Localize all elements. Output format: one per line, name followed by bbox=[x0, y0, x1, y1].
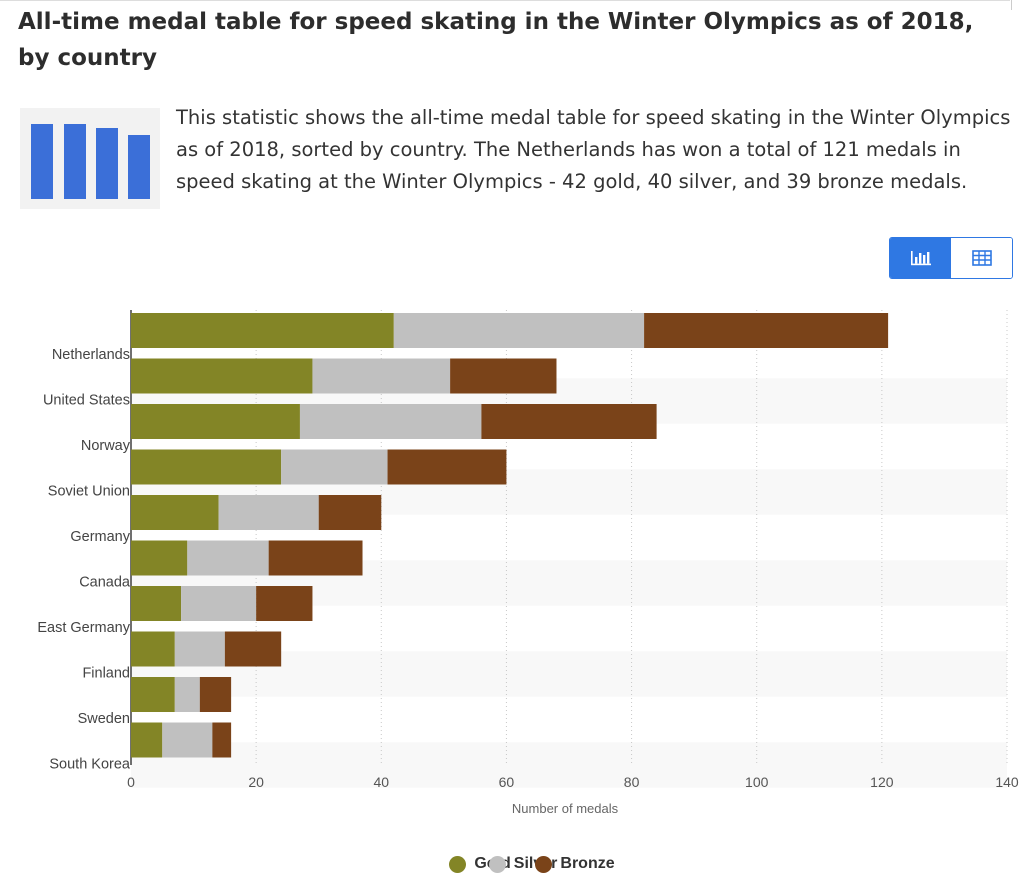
y-category-label: Sweden bbox=[78, 711, 130, 727]
y-category-label: East Germany bbox=[37, 620, 130, 636]
legend-label-bronze: Bronze bbox=[560, 855, 615, 872]
bar-bronze[interactable] bbox=[256, 586, 313, 621]
bar-bronze[interactable] bbox=[199, 677, 232, 712]
bar-gold[interactable] bbox=[131, 495, 219, 530]
bar-gold[interactable] bbox=[131, 677, 175, 712]
bar-silver[interactable] bbox=[162, 722, 213, 758]
bar-silver[interactable] bbox=[281, 449, 388, 485]
page-title: All-time medal table for speed skating i… bbox=[18, 9, 974, 71]
x-tick-label: 100 bbox=[745, 774, 769, 790]
table-view-button[interactable] bbox=[951, 238, 1012, 278]
bar-chart-icon bbox=[910, 251, 931, 266]
bar-bronze[interactable] bbox=[224, 631, 282, 667]
bar-bronze[interactable] bbox=[450, 358, 557, 394]
x-tick-label: 20 bbox=[248, 774, 264, 790]
bar-bronze[interactable] bbox=[481, 404, 657, 439]
chart-legend: Gold Silver Bronze bbox=[0, 850, 1024, 878]
bar-bronze[interactable] bbox=[318, 495, 382, 530]
row-band bbox=[131, 742, 1007, 788]
y-category-label: Norway bbox=[81, 438, 131, 454]
bar-bronze[interactable] bbox=[268, 540, 363, 576]
table-icon bbox=[971, 250, 992, 266]
bar-silver[interactable] bbox=[218, 495, 319, 530]
view-toggle bbox=[889, 237, 1013, 279]
y-category-label: Soviet Union bbox=[48, 484, 130, 500]
y-category-label: Finland bbox=[82, 666, 130, 682]
bar-gold[interactable] bbox=[131, 358, 313, 394]
x-tick-label: 0 bbox=[127, 774, 135, 790]
top-divider bbox=[0, 0, 1010, 1]
x-tick-label: 140 bbox=[995, 774, 1019, 790]
bar-bronze[interactable] bbox=[387, 449, 507, 485]
x-tick-label: 60 bbox=[499, 774, 515, 790]
bar-gold[interactable] bbox=[131, 404, 300, 439]
x-tick-label: 40 bbox=[373, 774, 389, 790]
silver-swatch bbox=[488, 855, 506, 873]
y-category-label: South Korea bbox=[49, 757, 131, 773]
bar-silver[interactable] bbox=[187, 540, 269, 576]
x-tick-label: 80 bbox=[624, 774, 640, 790]
bar-gold[interactable] bbox=[131, 313, 394, 348]
bar-gold[interactable] bbox=[131, 540, 188, 576]
x-tick-label: 120 bbox=[870, 774, 894, 790]
bar-silver[interactable] bbox=[312, 358, 451, 394]
medal-bar-chart: 0 20 40 60 80 100 120 140 Netherlands United Stat… bbox=[37, 310, 1019, 816]
bar-silver[interactable] bbox=[181, 586, 257, 621]
bar-silver[interactable] bbox=[174, 631, 225, 667]
y-category-label: Netherlands bbox=[52, 347, 130, 363]
x-axis-title: Number of medals bbox=[512, 801, 619, 816]
y-category-label: Germany bbox=[70, 529, 130, 545]
right-divider bbox=[1011, 0, 1012, 10]
bar-silver[interactable] bbox=[393, 313, 645, 348]
y-category-label: Canada bbox=[79, 575, 131, 591]
bar-chart-thumbnail-icon bbox=[20, 108, 160, 209]
bar-bronze[interactable] bbox=[644, 313, 889, 348]
bar-silver[interactable] bbox=[174, 677, 200, 712]
legend-item-bronze[interactable]: Bronze bbox=[535, 855, 615, 873]
chart-view-button[interactable] bbox=[890, 238, 951, 278]
bronze-swatch bbox=[535, 855, 553, 873]
bar-silver[interactable] bbox=[299, 404, 482, 439]
bar-gold[interactable] bbox=[131, 631, 175, 667]
statistic-description: This statistic shows the all-time medal … bbox=[176, 106, 1011, 193]
bar-gold[interactable] bbox=[131, 586, 182, 621]
bar-gold[interactable] bbox=[131, 722, 163, 758]
y-category-label: United States bbox=[43, 393, 130, 409]
bar-gold[interactable] bbox=[131, 449, 282, 485]
bar-bronze[interactable] bbox=[212, 722, 232, 758]
gold-swatch bbox=[449, 855, 467, 873]
